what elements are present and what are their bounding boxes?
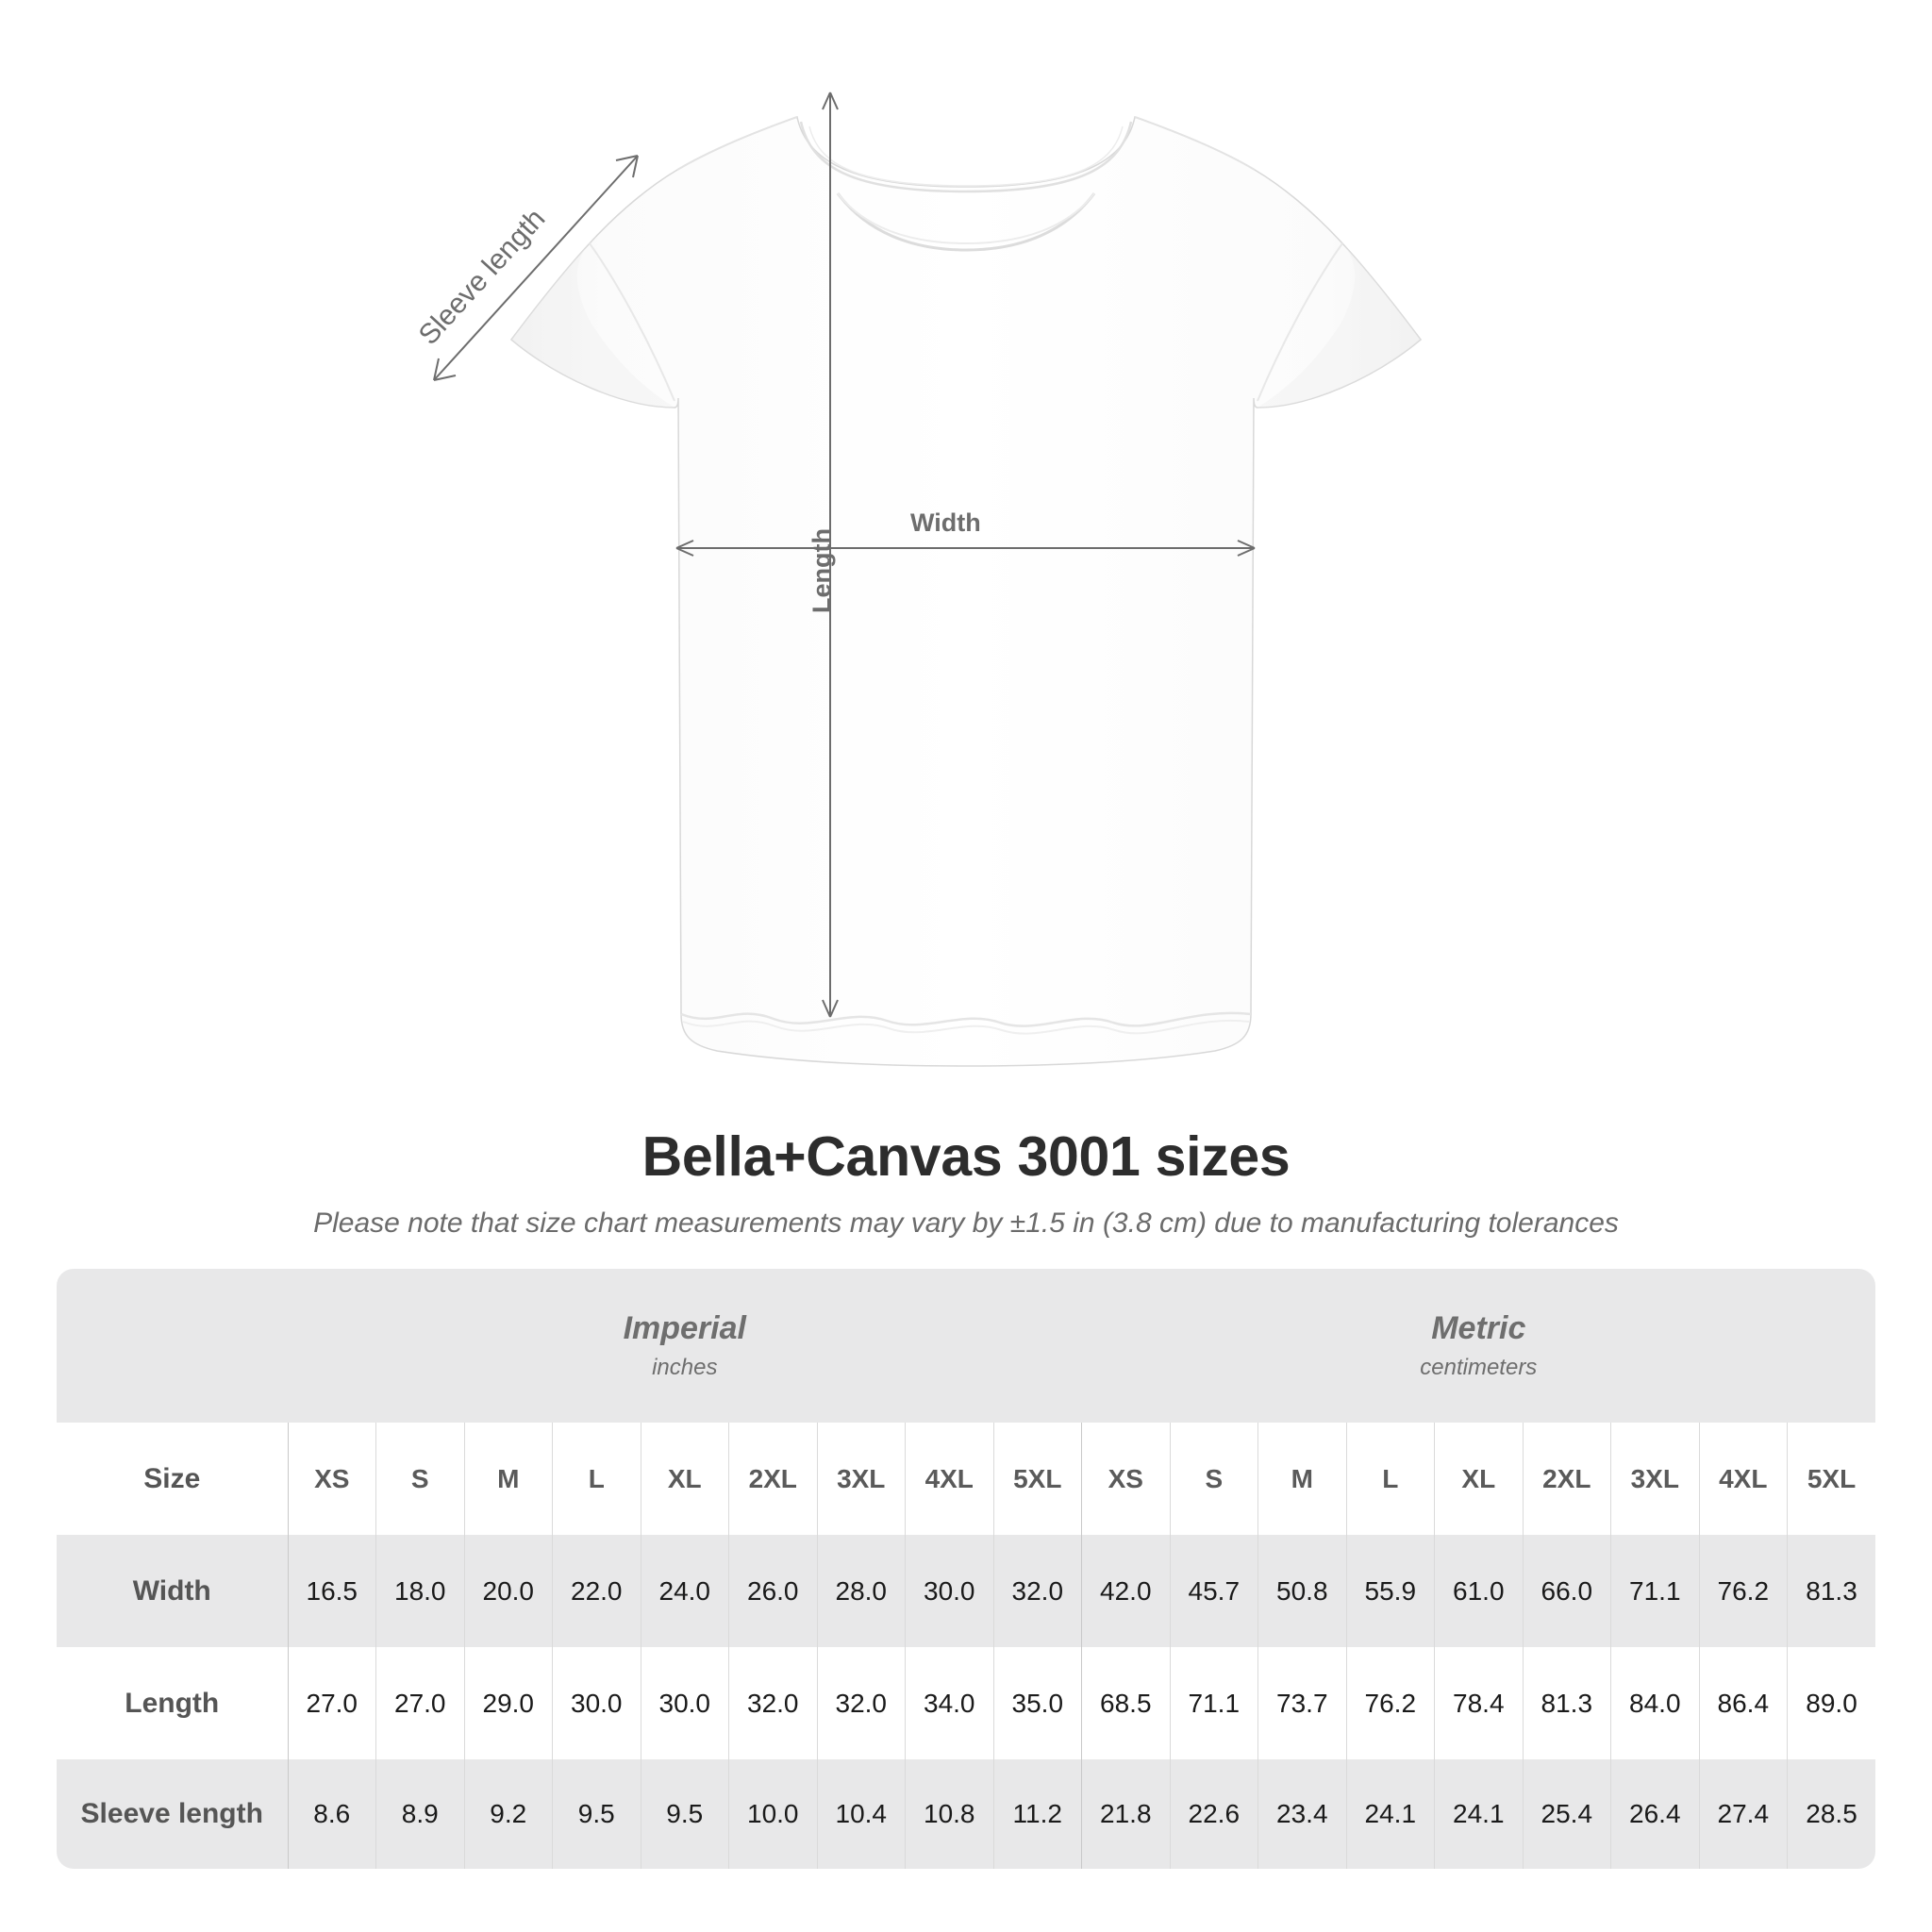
svg-text:Length: Length <box>808 528 836 613</box>
svg-text:Width: Width <box>910 508 981 537</box>
